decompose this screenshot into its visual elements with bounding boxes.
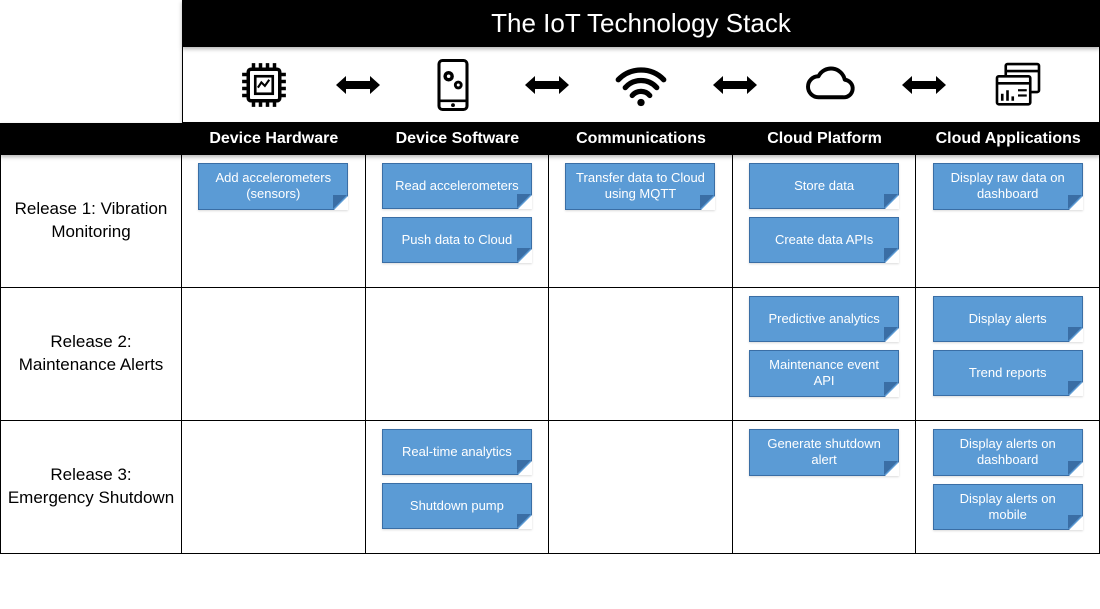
title-text: The IoT Technology Stack — [491, 8, 791, 38]
note: Real-time analytics — [382, 429, 532, 475]
arrow-icon — [901, 74, 947, 96]
arrow-icon — [712, 74, 758, 96]
row-label: Release 1: Vibration Monitoring — [0, 155, 182, 287]
grid-row: Release 1: Vibration Monitoring Add acce… — [0, 155, 1100, 288]
col-header: Device Hardware — [182, 123, 366, 155]
note: Add accelerometers (sensors) — [198, 163, 348, 210]
column-headers: Device Hardware Device Software Communic… — [0, 123, 1100, 155]
col-header: Cloud Platform — [733, 123, 917, 155]
note: Maintenance event API — [749, 350, 899, 397]
note: Transfer data to Cloud using MQTT — [565, 163, 715, 210]
cell — [549, 421, 733, 553]
note: Display alerts — [933, 296, 1083, 342]
header-spacer — [0, 123, 182, 155]
arrow-icon — [335, 74, 381, 96]
cell: Transfer data to Cloud using MQTT — [549, 155, 733, 287]
note: Store data — [749, 163, 899, 209]
cell: Display alerts Trend reports — [916, 288, 1100, 420]
note: Generate shutdown alert — [749, 429, 899, 476]
cell: Real-time analytics Shutdown pump — [366, 421, 550, 553]
row-label: Release 2: Maintenance Alerts — [0, 288, 182, 420]
dashboards-icon — [947, 57, 1089, 113]
row-label: Release 3: Emergency Shutdown — [0, 421, 182, 553]
cell: Read accelerometers Push data to Cloud — [366, 155, 550, 287]
note: Shutdown pump — [382, 483, 532, 529]
note: Trend reports — [933, 350, 1083, 396]
cell — [366, 288, 550, 420]
grid-row: Release 2: Maintenance Alerts Predictive… — [0, 288, 1100, 421]
note: Create data APIs — [749, 217, 899, 263]
cell: Store data Create data APIs — [733, 155, 917, 287]
grid-row: Release 3: Emergency Shutdown Real-time … — [0, 421, 1100, 554]
note: Display alerts on mobile — [933, 484, 1083, 531]
note: Push data to Cloud — [382, 217, 532, 263]
note: Predictive analytics — [749, 296, 899, 342]
tablet-gears-icon — [381, 57, 523, 113]
col-header: Cloud Applications — [916, 123, 1100, 155]
cell: Add accelerometers (sensors) — [182, 155, 366, 287]
col-header: Communications — [549, 123, 733, 155]
title-bar: The IoT Technology Stack — [182, 0, 1100, 47]
cell — [182, 421, 366, 553]
cell: Predictive analytics Maintenance event A… — [733, 288, 917, 420]
cell: Display alerts on dashboard Display aler… — [916, 421, 1100, 553]
arrow-icon — [524, 74, 570, 96]
cell: Display raw data on dashboard — [916, 155, 1100, 287]
chip-icon — [193, 57, 335, 113]
cloud-icon — [758, 57, 900, 113]
note: Read accelerometers — [382, 163, 532, 209]
cell — [549, 288, 733, 420]
col-header: Device Software — [366, 123, 550, 155]
note: Display raw data on dashboard — [933, 163, 1083, 210]
icons-row — [182, 47, 1100, 123]
iot-stack-diagram: The IoT Technology Stack — [0, 0, 1100, 554]
cell: Generate shutdown alert — [733, 421, 917, 553]
wifi-icon — [570, 57, 712, 113]
note: Display alerts on dashboard — [933, 429, 1083, 476]
cell — [182, 288, 366, 420]
grid-body: Release 1: Vibration Monitoring Add acce… — [0, 155, 1100, 554]
